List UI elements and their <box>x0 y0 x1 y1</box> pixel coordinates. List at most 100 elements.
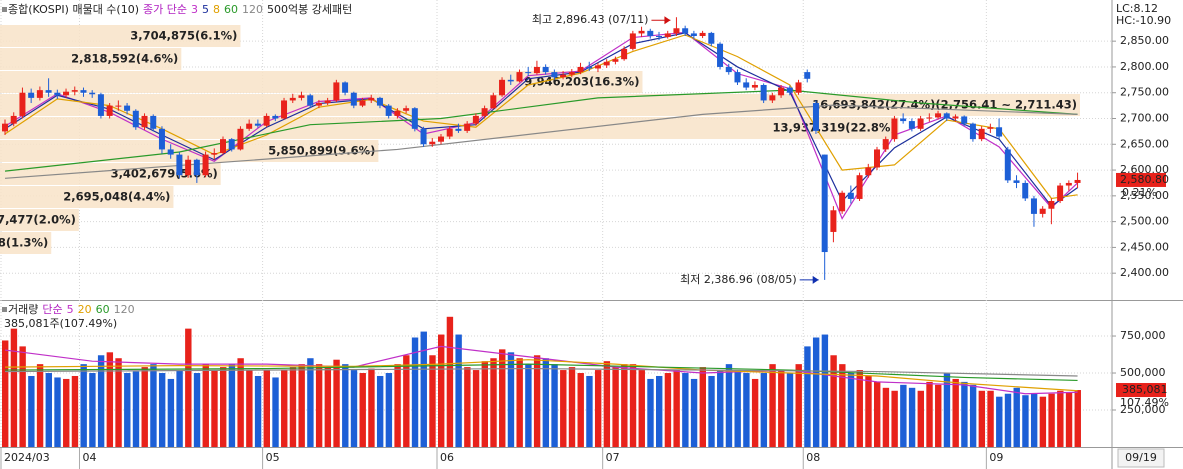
volume-bar <box>638 370 645 447</box>
volume-bar <box>333 359 340 447</box>
volume-bar <box>420 331 427 447</box>
arrow-head <box>664 16 671 25</box>
profile-band <box>0 71 643 93</box>
hc-label: HC:-10.90 <box>1116 14 1171 27</box>
candle-body <box>839 192 846 212</box>
profile-label: 2,818,592(4.6%) <box>71 52 178 66</box>
volume-bar <box>525 364 532 447</box>
volume-bar <box>167 378 175 447</box>
candle-body <box>228 139 235 150</box>
header: 종합(KOSPI) 매물대 수(10) 종가 단순 3 5 8 60 120 500억봉 강세… <box>8 3 352 16</box>
volume-bar <box>690 378 698 447</box>
volume-info: 385,081주(107.49%) <box>4 317 117 330</box>
y-tick-label: 500,000 <box>1120 366 1166 379</box>
profile-band <box>0 186 174 208</box>
volume-bar <box>708 375 715 447</box>
volume-bar <box>307 358 314 447</box>
candle-body <box>446 128 453 137</box>
volume-bar <box>272 377 279 447</box>
candle-body <box>978 128 985 140</box>
legend-item: 5 <box>202 3 209 16</box>
volume-bar <box>908 387 916 447</box>
y-tick-label: 2,650.00 <box>1120 137 1169 150</box>
candle-body <box>429 141 436 145</box>
volume-bar <box>821 334 829 447</box>
candle-body <box>577 66 584 73</box>
y-tick-label: 2,550.00 <box>1120 189 1169 202</box>
x-tick-label: 04 <box>82 451 96 464</box>
header-icon <box>2 7 7 12</box>
volume-bar <box>28 375 35 447</box>
candle-body <box>795 82 802 93</box>
lc-label: LC:8.12 <box>1116 2 1158 15</box>
volume-bar <box>1013 387 1020 447</box>
header: 거래량 단순 5 20 60 120 <box>8 303 135 316</box>
volume-bar <box>795 364 802 447</box>
volume-bar <box>987 390 994 447</box>
volume-bar <box>124 373 131 447</box>
candle-body <box>1022 182 1029 199</box>
volume-bar <box>952 378 959 447</box>
volume-bar <box>830 355 837 447</box>
volume-bar <box>717 370 724 447</box>
candle-body <box>246 123 253 129</box>
volume-bar <box>1022 395 1029 447</box>
profile-label: 3,402,679(5.6%) <box>111 167 218 181</box>
candle-body <box>289 97 296 101</box>
volume-bar <box>446 316 454 447</box>
volume-bar <box>969 384 977 447</box>
volume-bar <box>141 367 148 447</box>
annotation: 최고 2,896.43 (07/11) <box>532 13 649 26</box>
candle-body <box>63 91 70 96</box>
volume-bar <box>682 373 689 447</box>
volume-bar <box>603 361 611 447</box>
volume-bar <box>359 373 366 447</box>
candle-body <box>1074 179 1081 183</box>
current-date: 09/19 <box>1125 451 1157 464</box>
y-tick-label: 750,000 <box>1120 329 1166 342</box>
change: 0.21% <box>1122 186 1157 199</box>
undefined: 거래량 <box>8 303 38 316</box>
candle-body <box>385 105 392 116</box>
profile-label: 3,704,875(6.1%) <box>130 29 237 43</box>
candle-body <box>664 33 671 38</box>
ma-label: 단순 <box>42 303 62 316</box>
candle-body <box>900 118 907 122</box>
candle-body <box>690 33 697 36</box>
candle-body <box>132 110 139 128</box>
volume-bar <box>289 367 297 447</box>
candle-body <box>472 115 479 124</box>
candle-body <box>403 108 410 111</box>
candle-body <box>629 33 636 49</box>
volume-bar <box>882 387 890 447</box>
candle-body <box>821 154 828 253</box>
volume-bar <box>158 373 166 447</box>
candle-body <box>376 97 383 106</box>
candle-body <box>996 127 1003 137</box>
volume-bar <box>472 370 480 447</box>
volume-bar <box>847 373 855 447</box>
candle-body <box>786 87 793 93</box>
candle-body <box>882 139 889 150</box>
volume-bar <box>751 378 759 447</box>
volume-bar <box>1057 390 1064 447</box>
candle-body <box>943 113 950 119</box>
volume-bar <box>1004 393 1012 447</box>
profile-label: 763,778(1.3%) <box>0 236 48 250</box>
ma-line <box>4 89 1078 172</box>
volume-bar <box>246 370 253 447</box>
profile-label: 1,217,477(2.0%) <box>0 213 76 227</box>
candle-body <box>874 149 880 168</box>
candle-body <box>281 100 288 119</box>
candle-body <box>935 113 942 118</box>
volume-bar <box>211 370 218 447</box>
candle-body <box>115 105 122 107</box>
volume-bar <box>298 364 305 447</box>
volume-bar <box>1039 396 1047 447</box>
profile-band <box>0 232 52 254</box>
volume-bar <box>874 381 881 447</box>
volume-bar <box>943 373 951 447</box>
candle-body <box>1013 180 1020 183</box>
volume-bar <box>193 373 201 447</box>
volume-bar <box>629 364 637 447</box>
